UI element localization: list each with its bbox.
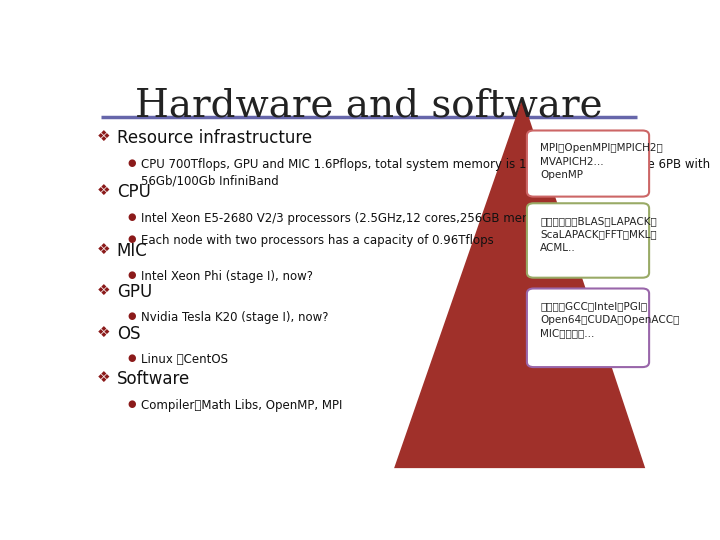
Text: 数学函数库：BLAS，LAPACK，
ScaLAPACK，FFT，MKL，
ACML..: 数学函数库：BLAS，LAPACK， ScaLAPACK，FFT，MKL， AC…: [540, 216, 657, 253]
Text: CPU 700Tflops, GPU and MIC 1.6Pflops, total system memory is 140TB and the stora: CPU 700Tflops, GPU and MIC 1.6Pflops, to…: [141, 158, 711, 187]
Text: GPU: GPU: [117, 283, 152, 301]
Text: OS: OS: [117, 325, 140, 343]
Text: ❖: ❖: [97, 183, 111, 198]
Text: ❖: ❖: [97, 370, 111, 386]
Text: ●: ●: [127, 312, 136, 321]
Text: ●: ●: [127, 270, 136, 280]
FancyBboxPatch shape: [527, 288, 649, 367]
Text: ●: ●: [127, 399, 136, 409]
Text: Each node with two processors has a capacity of 0.96Tflops: Each node with two processors has a capa…: [141, 234, 494, 247]
FancyBboxPatch shape: [527, 131, 649, 197]
Text: Intel Xeon E5-2680 V2/3 processors (2.5GHz,12 cores,256GB memory): Intel Xeon E5-2680 V2/3 processors (2.5G…: [141, 212, 557, 225]
Text: Hardware and software: Hardware and software: [135, 87, 603, 125]
Text: ●: ●: [127, 353, 136, 363]
Text: ❖: ❖: [97, 129, 111, 144]
Text: ❖: ❖: [97, 283, 111, 298]
Text: Linux ，CentOS: Linux ，CentOS: [141, 353, 228, 366]
Text: MIC: MIC: [117, 241, 148, 260]
Text: 编译器：GCC，Intel，PGI，
Open64，CUDA，OpenACC，
MIC开发环境...: 编译器：GCC，Intel，PGI， Open64，CUDA，OpenACC， …: [540, 301, 680, 338]
Text: ❖: ❖: [97, 241, 111, 256]
Text: ●: ●: [127, 212, 136, 221]
Text: MPI：OpenMPI，MPICH2，
MVAPICH2...
OpenMP: MPI：OpenMPI，MPICH2， MVAPICH2... OpenMP: [540, 143, 663, 180]
FancyBboxPatch shape: [527, 203, 649, 278]
Text: Intel Xeon Phi (stage I), now?: Intel Xeon Phi (stage I), now?: [141, 270, 313, 283]
Polygon shape: [394, 98, 645, 468]
Text: ●: ●: [127, 234, 136, 245]
Text: ●: ●: [127, 158, 136, 167]
Text: CPU: CPU: [117, 183, 150, 201]
Text: Resource infrastructure: Resource infrastructure: [117, 129, 312, 147]
Text: ❖: ❖: [97, 325, 111, 340]
Text: Nvidia Tesla K20 (stage I), now?: Nvidia Tesla K20 (stage I), now?: [141, 312, 329, 325]
Text: Software: Software: [117, 370, 190, 388]
Text: Compiler，Math Libs, OpenMP, MPI: Compiler，Math Libs, OpenMP, MPI: [141, 399, 343, 411]
